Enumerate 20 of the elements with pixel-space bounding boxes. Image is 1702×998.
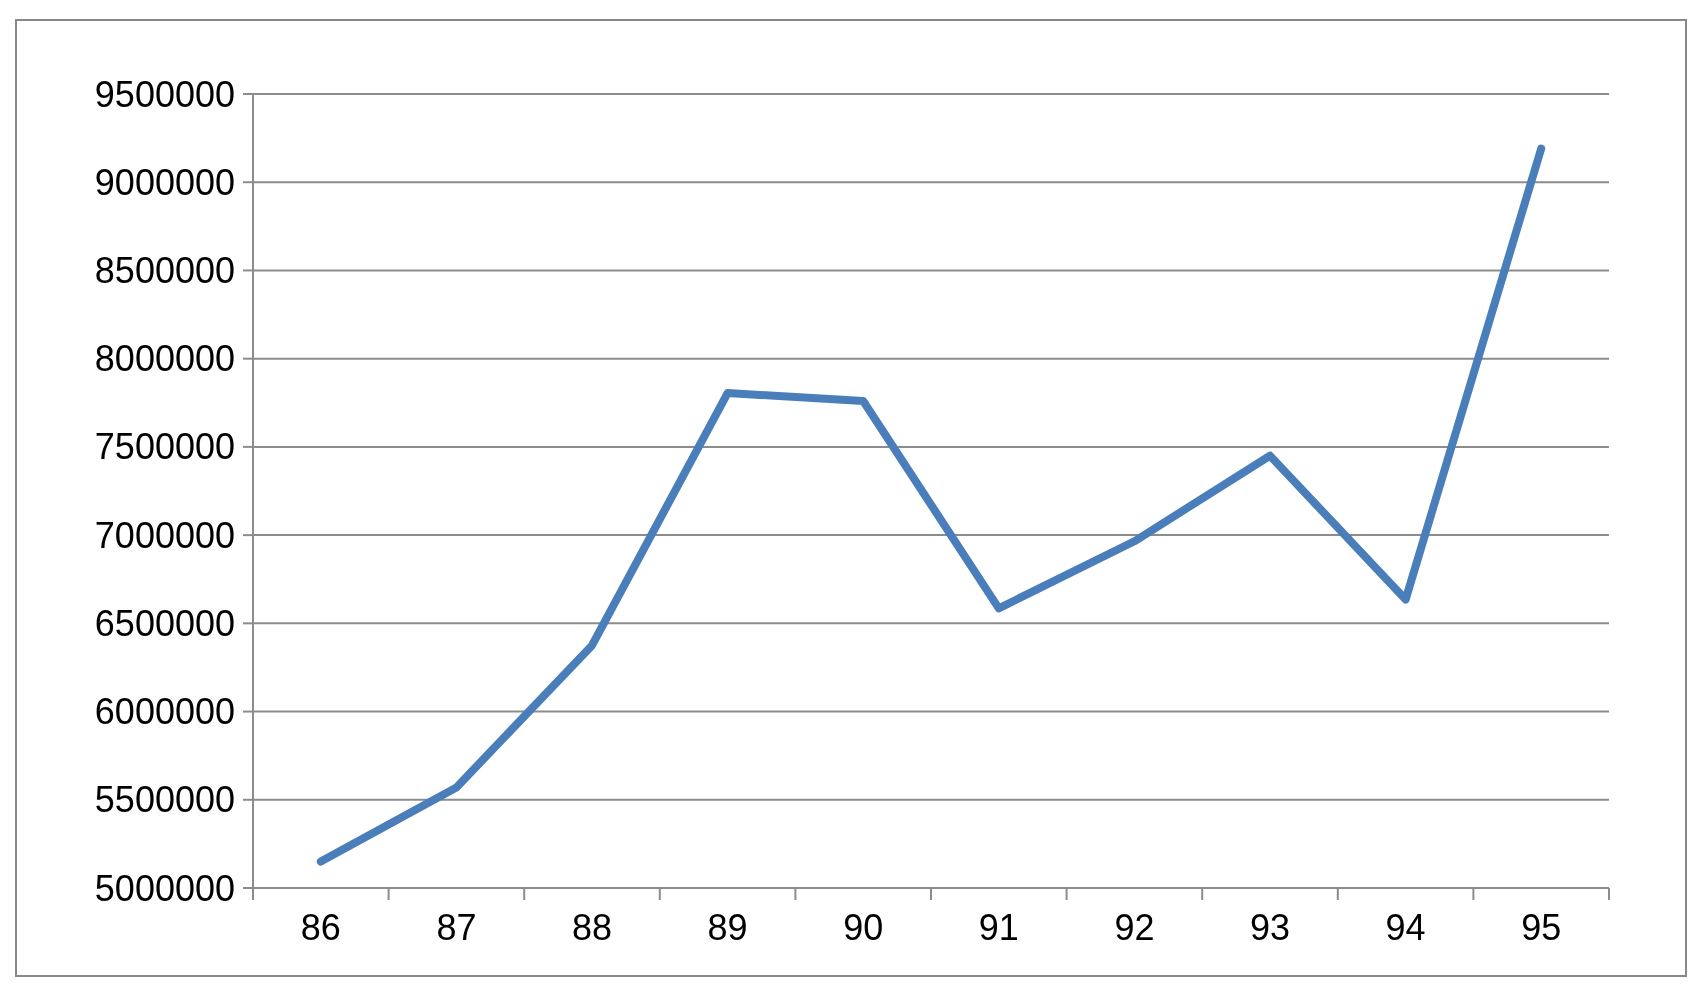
y-tick-label: 5000000	[94, 867, 235, 909]
y-tick-label: 7500000	[94, 426, 235, 468]
x-tick-label: 89	[707, 907, 748, 948]
x-tick-label: 95	[1521, 907, 1562, 948]
x-tick-label: 91	[978, 907, 1019, 948]
y-tick-label: 5500000	[94, 779, 235, 821]
x-tick-label: 93	[1249, 907, 1291, 948]
y-tick-label: 9500000	[94, 73, 235, 115]
y-tick-label: 8500000	[94, 250, 235, 292]
x-tick-label: 86	[300, 907, 341, 948]
y-tick-label: 6000000	[94, 691, 235, 733]
y-tick-label: 7000000	[94, 514, 235, 556]
x-tick-label: 87	[436, 907, 477, 948]
x-tick-label: 94	[1385, 907, 1426, 948]
y-tick-label: 6500000	[94, 602, 235, 644]
x-tick-label: 90	[843, 907, 884, 948]
y-tick-label: 8000000	[94, 338, 235, 380]
x-tick-label: 92	[1114, 907, 1155, 948]
y-tick-label: 9000000	[94, 161, 235, 203]
x-tick-label: 88	[571, 907, 613, 948]
